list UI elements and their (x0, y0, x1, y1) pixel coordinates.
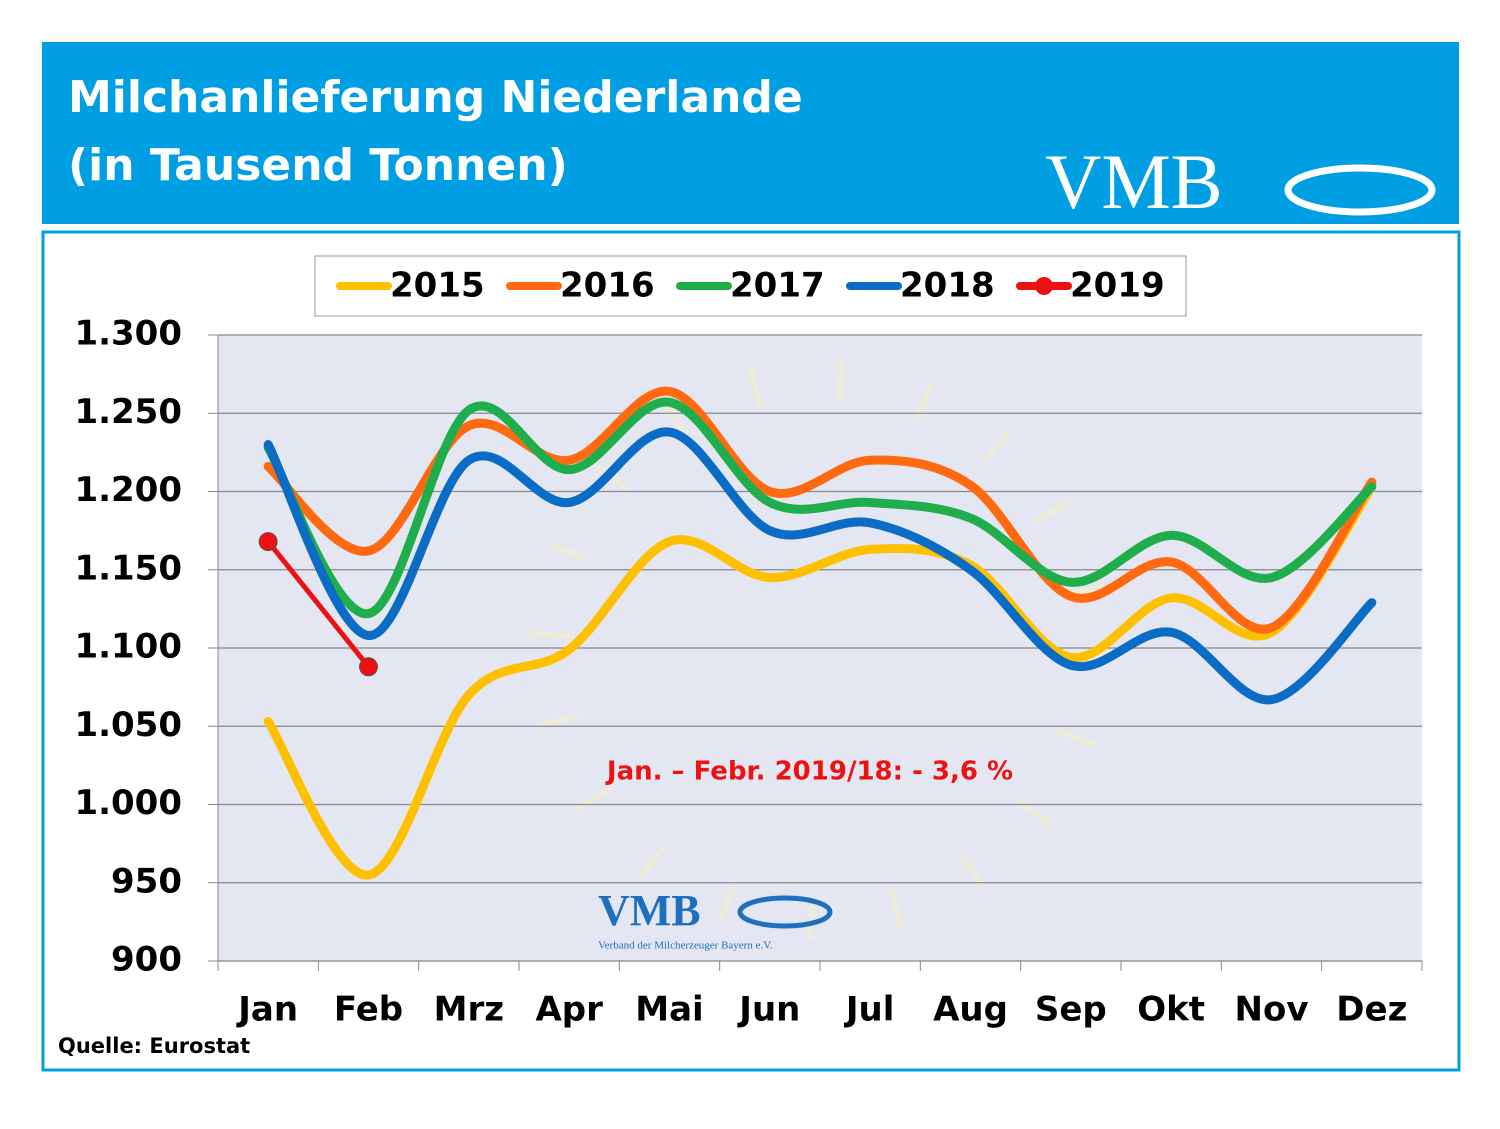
x-tick-label: Sep (1035, 990, 1107, 1030)
watermark-logo: VMB (598, 886, 701, 935)
series-line (265, 539, 371, 670)
watermark-swirl (737, 895, 833, 929)
x-tick-label: Apr (535, 990, 603, 1030)
x-tick-label: Nov (1235, 990, 1309, 1030)
series-line (263, 482, 1377, 880)
y-tick-label: 1.000 (74, 783, 182, 823)
y-tick-label: 1.200 (74, 470, 182, 510)
legend-label: 2016 (560, 266, 655, 306)
annotation: Jan. – Febr. 2019/18: - 3,6 % (605, 757, 1013, 787)
legend-label: 2017 (730, 266, 825, 306)
legend-marker (1035, 277, 1053, 295)
y-tick-label: 900 (111, 940, 182, 980)
chart-title: Milchanlieferung Niederlande (68, 72, 803, 123)
chart-subtitle: (in Tausend Tonnen) (68, 140, 568, 191)
series-line (263, 397, 1377, 619)
logo: VMB (1045, 138, 1223, 225)
legend-label: 2015 (390, 266, 485, 306)
series-marker (258, 532, 278, 552)
header-bar (42, 42, 1459, 224)
legend-label: 2019 (1070, 266, 1165, 306)
logo-swirl (1284, 164, 1436, 216)
x-tick-label: Jul (844, 990, 895, 1030)
y-tick-label: 950 (111, 861, 182, 901)
legend-label: 2018 (900, 266, 995, 306)
series-marker (359, 657, 378, 677)
y-tick-label: 1.150 (74, 548, 182, 588)
watermark-caption: Verband der Milcherzeuger Bayern e.V. (598, 940, 773, 952)
x-tick-label: Feb (334, 990, 403, 1030)
y-tick-label: 1.250 (74, 392, 182, 432)
x-tick-label: Jun (737, 990, 800, 1030)
y-tick-label: 1.050 (74, 705, 182, 745)
x-tick-label: Jan (236, 990, 298, 1030)
x-tick-label: Mrz (434, 990, 504, 1030)
x-tick-label: Dez (1336, 990, 1407, 1030)
series-line (263, 427, 1377, 705)
x-tick-label: Aug (933, 990, 1008, 1030)
y-tick-label: 1.100 (74, 627, 182, 667)
x-tick-label: Mai (635, 990, 703, 1030)
source: Quelle: Eurostat (58, 1034, 250, 1058)
x-tick-label: Okt (1137, 990, 1205, 1030)
y-tick-label: 1.300 (74, 314, 182, 354)
